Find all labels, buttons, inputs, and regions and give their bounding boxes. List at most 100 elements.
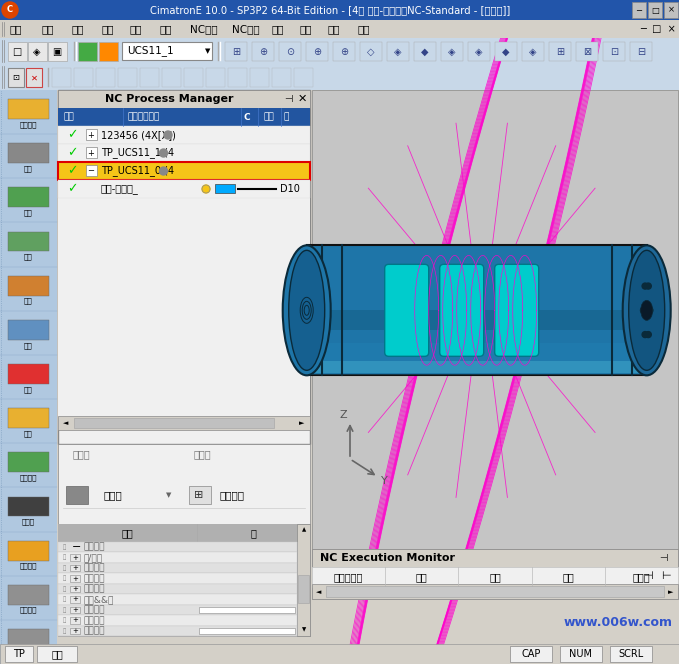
Bar [58, 416, 310, 430]
Text: 参数: 参数 [122, 528, 133, 538]
Text: ⊣: ⊣ [659, 553, 667, 563]
Bar [189, 486, 211, 504]
Bar [468, 42, 490, 61]
Circle shape [2, 2, 18, 18]
Text: 刀轨文件夹: 刀轨文件夹 [334, 572, 363, 582]
Text: 状况: 状况 [63, 112, 74, 122]
Text: 环绕粗钓: 环绕粗钓 [219, 490, 244, 500]
Text: 编辑: 编辑 [42, 24, 54, 34]
Text: ─  □  ×: ─ □ × [640, 24, 676, 34]
Text: 🔒: 🔒 [62, 618, 66, 623]
Text: NC Process Manager: NC Process Manager [105, 94, 234, 104]
Bar [0, 644, 679, 664]
Bar [414, 42, 436, 61]
Bar [312, 549, 678, 599]
Text: 计算: 计算 [24, 430, 33, 437]
Text: ►: ► [668, 589, 674, 595]
Bar [8, 629, 49, 649]
Bar [48, 42, 67, 61]
Bar [74, 68, 93, 87]
Text: UCS11_1: UCS11_1 [127, 46, 173, 56]
Text: D10: D10 [280, 184, 300, 194]
Bar [8, 408, 49, 428]
Bar [522, 42, 544, 61]
Bar [298, 575, 309, 603]
Text: +: + [72, 565, 78, 571]
Bar [8, 585, 49, 605]
Text: 刀: 刀 [283, 112, 289, 122]
Text: 电极加工: 电极加工 [84, 606, 105, 614]
Text: ◈: ◈ [394, 47, 402, 57]
Text: 主选择: 主选择 [73, 449, 90, 459]
Text: 基准: 基准 [102, 24, 115, 34]
Text: ◆: ◆ [421, 47, 428, 57]
Bar [58, 594, 297, 605]
Text: ⊙: ⊙ [286, 47, 294, 57]
Text: ✓: ✓ [67, 129, 77, 141]
Text: 刀具: 刀具 [24, 165, 33, 172]
Text: Z: Z [340, 410, 347, 420]
Text: 毛坏: 毛坏 [24, 297, 33, 304]
Text: 🔒: 🔒 [62, 597, 66, 602]
Bar [184, 68, 203, 87]
Text: 机床仳真: 机床仳真 [20, 562, 37, 569]
Bar [306, 42, 328, 61]
Text: ▼: ▼ [166, 492, 172, 498]
Bar [58, 563, 297, 573]
Bar [648, 2, 662, 18]
Text: ▣: ▣ [52, 47, 62, 57]
Text: SCRL: SCRL [619, 649, 644, 659]
Bar [198, 627, 295, 634]
Bar [37, 646, 77, 662]
Text: 子选择: 子选择 [194, 449, 212, 459]
Bar [664, 2, 678, 18]
Bar [52, 68, 71, 87]
Bar [58, 162, 310, 180]
Text: TP_UCS11_1 (4: TP_UCS11_1 (4 [101, 147, 174, 159]
Text: 刀轨程序名称: 刀轨程序名称 [128, 112, 160, 122]
Text: 🔒: 🔒 [62, 586, 66, 592]
Bar [58, 524, 310, 636]
Bar [312, 567, 678, 587]
Bar [576, 42, 598, 61]
Bar [58, 542, 297, 552]
Bar [70, 607, 80, 613]
Bar [58, 90, 310, 108]
Text: ◈: ◈ [33, 47, 41, 57]
Text: TP_UCS11_0 (4: TP_UCS11_0 (4 [101, 165, 174, 177]
Text: ◇: ◇ [367, 47, 375, 57]
Bar [58, 605, 297, 615]
Text: ⊣: ⊣ [643, 571, 653, 581]
Text: 轮廓设置: 轮廓设置 [84, 584, 105, 594]
Bar [632, 2, 646, 18]
Bar [8, 497, 49, 517]
Text: NC程序: NC程序 [190, 24, 218, 34]
Bar [294, 68, 313, 87]
Bar [309, 361, 644, 373]
Bar [228, 68, 247, 87]
Bar [122, 42, 212, 60]
Bar [58, 108, 310, 126]
FancyBboxPatch shape [385, 264, 428, 357]
Bar [252, 42, 274, 61]
Text: +: + [72, 607, 78, 613]
Text: ◈: ◈ [475, 47, 483, 57]
Text: ▼: ▼ [205, 48, 210, 54]
Bar [441, 42, 463, 61]
Bar [58, 444, 310, 524]
Text: ✓: ✓ [67, 183, 77, 195]
Text: 删除: 删除 [24, 386, 33, 392]
Bar [86, 129, 97, 140]
Text: □: □ [651, 5, 659, 15]
Bar [307, 367, 646, 375]
Text: ◄: ◄ [63, 420, 69, 426]
Text: 曲面: 曲面 [160, 24, 172, 34]
Bar [387, 42, 409, 61]
Bar [225, 42, 247, 61]
Text: NUM: NUM [570, 649, 593, 659]
Text: 分析: 分析 [300, 24, 312, 34]
Text: 刀具: 刀具 [51, 649, 63, 659]
Bar [74, 418, 274, 428]
Bar [312, 549, 678, 567]
Bar [8, 232, 49, 252]
